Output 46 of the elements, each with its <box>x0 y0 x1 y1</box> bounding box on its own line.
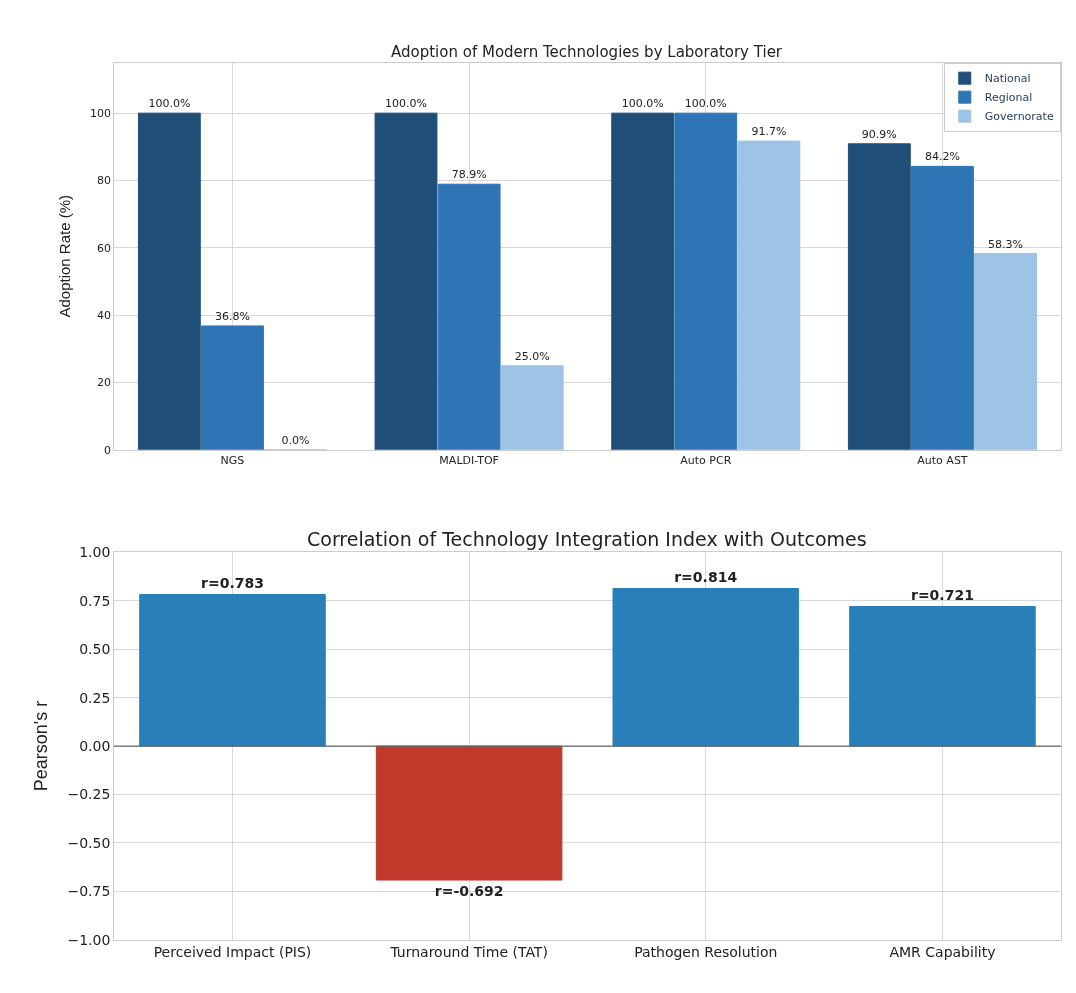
data-label: r=0.783 <box>201 575 264 592</box>
data-label: 78.9% <box>451 168 487 182</box>
data-label: 58.3% <box>988 237 1024 251</box>
data-label: 100.0% <box>684 97 727 111</box>
x-tick-label: AMR Capability <box>889 944 996 961</box>
y-tick-label: −1.00 <box>67 931 111 948</box>
y-tick-label: −0.75 <box>67 883 111 900</box>
data-label: 0.0% <box>281 433 310 447</box>
x-tick-label: Turnaround Time (TAT) <box>389 944 548 961</box>
y-tick-label: −0.50 <box>67 834 111 851</box>
y-tick-label: 40 <box>96 309 111 323</box>
y-tick-label: 1.00 <box>79 544 111 561</box>
x-tick-label: MALDI-TOF <box>439 454 499 468</box>
legend-label: Governorate <box>984 110 1054 124</box>
data-label: 25.0% <box>514 349 550 363</box>
data-label: 36.8% <box>214 309 250 323</box>
y-tick-label: 0 <box>103 443 111 457</box>
y-axis-title: Pearson's r <box>30 700 51 792</box>
x-tick-label: Auto PCR <box>680 454 732 468</box>
x-tick-label: Auto AST <box>917 454 968 468</box>
x-tick-label: Perceived Impact (PIS) <box>153 944 312 961</box>
x-tick-label: NGS <box>220 454 245 468</box>
y-tick-label: 0.75 <box>79 592 111 609</box>
y-tick-label: 20 <box>96 376 111 390</box>
y-tick-label: 0.25 <box>79 689 111 706</box>
data-label: 100.0% <box>621 97 664 111</box>
y-tick-label: 100 <box>89 107 111 120</box>
data-label: r=-0.692 <box>434 883 504 900</box>
y-tick-label: 0.50 <box>79 641 111 658</box>
data-label: 91.7% <box>751 125 787 139</box>
data-label: r=0.814 <box>674 569 738 586</box>
legend-label: Regional <box>984 91 1033 105</box>
y-tick-label: 80 <box>96 174 111 188</box>
y-tick-label: 60 <box>96 241 111 255</box>
data-label: 84.2% <box>924 150 960 164</box>
x-tick-label: Pathogen Resolution <box>634 944 778 961</box>
y-axis-title: Adoption Rate (%) <box>56 194 74 318</box>
data-label: 100.0% <box>385 97 427 111</box>
data-label: r=0.721 <box>910 587 974 604</box>
y-tick-label: 0.00 <box>79 737 111 754</box>
y-tick-label: −0.25 <box>67 786 111 803</box>
data-label: 100.0% <box>148 97 191 111</box>
chart-title: Correlation of Technology Integration Index with Outcomes <box>307 528 867 550</box>
data-label: 90.9% <box>861 127 897 141</box>
chart-title: Adoption of Modern Technologies by Laboratory Tier <box>391 43 783 61</box>
legend-label: National <box>984 72 1031 86</box>
